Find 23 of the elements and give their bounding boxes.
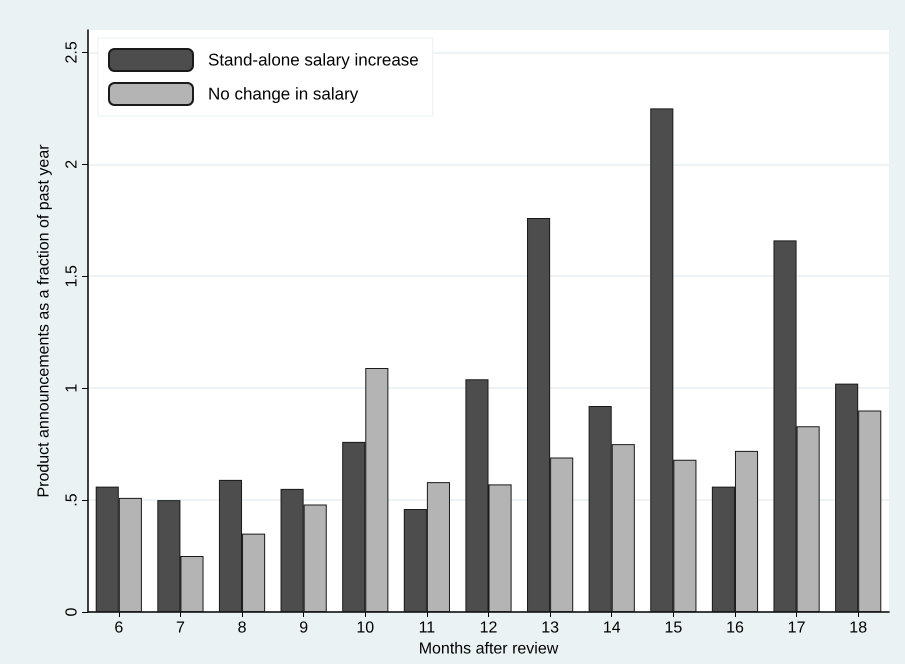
x-tick-label: 16 xyxy=(726,620,744,636)
x-tick-label: 9 xyxy=(299,620,308,636)
y-tick-label: 2 xyxy=(64,160,80,169)
y-tick-label: 1 xyxy=(64,384,80,393)
x-tick-label: 14 xyxy=(602,620,621,636)
x-axis-title: Months after review xyxy=(418,640,559,658)
x-tick-label: 15 xyxy=(664,620,682,636)
y-tick-label: 2.5 xyxy=(64,41,80,64)
x-tick-label: 18 xyxy=(849,620,868,636)
legend-label: No change in salary xyxy=(208,84,359,104)
x-tick-label: 6 xyxy=(114,620,124,636)
x-tick-label: 12 xyxy=(480,620,498,636)
y-tick-label: 0 xyxy=(64,607,80,616)
x-tick-label: 11 xyxy=(418,620,436,636)
x-tick-label: 17 xyxy=(788,620,806,636)
y-tick-label: 1.5 xyxy=(64,265,80,288)
x-tick-label: 7 xyxy=(176,620,185,636)
y-tick-label: .5 xyxy=(64,493,80,507)
x-tick-label: 13 xyxy=(541,620,560,636)
x-tick-label: 8 xyxy=(238,620,247,636)
legend-label: Stand-alone salary increase xyxy=(208,50,419,70)
x-tick-label: 10 xyxy=(356,620,374,636)
y-axis-title: Product announcements as a fraction of past year xyxy=(36,144,52,498)
